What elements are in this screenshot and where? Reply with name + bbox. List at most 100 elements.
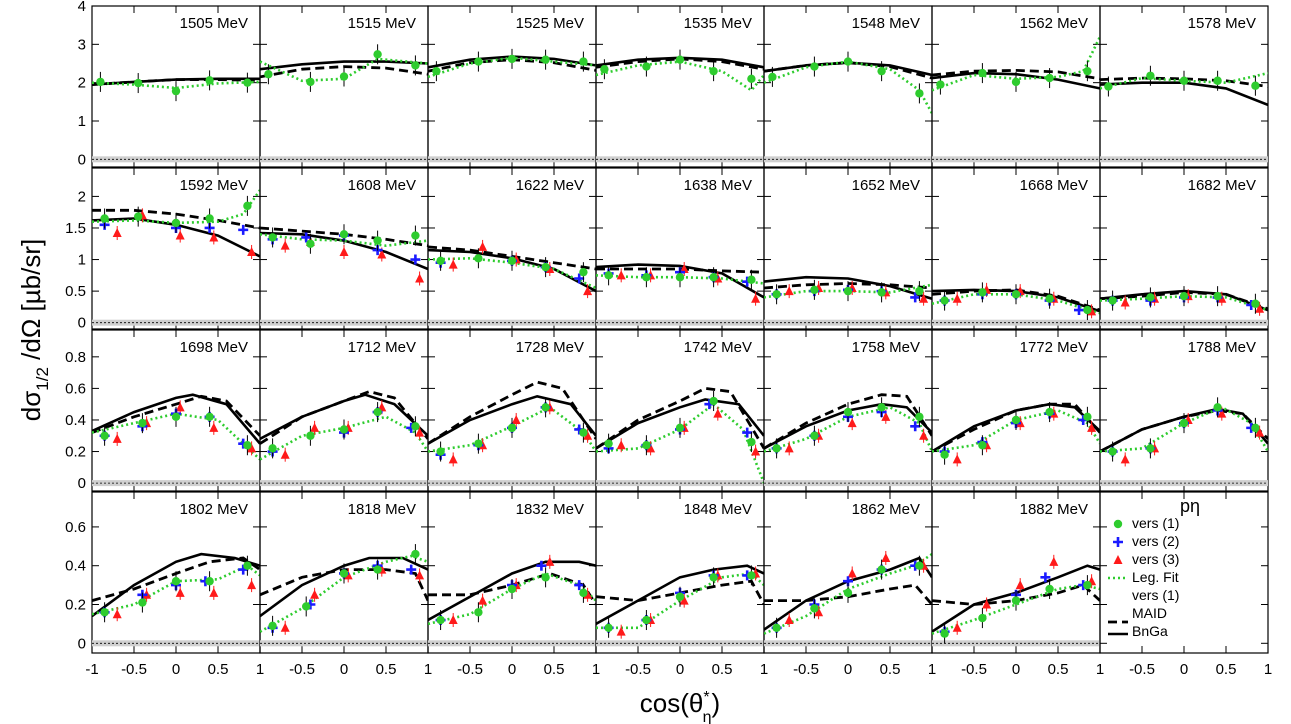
vers3-point	[616, 626, 626, 636]
vers1-point	[1011, 415, 1021, 425]
panel-plot-area	[428, 48, 596, 163]
vers1-point	[1104, 82, 1113, 91]
vers1-point	[642, 62, 651, 71]
y-tick-label: 3	[78, 36, 86, 53]
legend-vers3-marker	[1113, 555, 1123, 564]
energy-label: 1832 MeV	[516, 501, 584, 518]
maid-curve	[92, 394, 260, 437]
vers2-point	[406, 564, 417, 575]
bnga-curve	[596, 398, 764, 450]
vers1-point	[1011, 596, 1021, 605]
vers1-point	[1146, 444, 1155, 453]
vers3-point	[1087, 422, 1097, 432]
vers3-point	[713, 408, 723, 418]
vers1-point	[507, 423, 517, 433]
bnga-curve	[764, 556, 932, 631]
vers3-point	[751, 446, 761, 456]
y-tick-label: 2	[78, 188, 86, 205]
vers1-point	[541, 55, 550, 64]
vers3-point	[881, 411, 891, 421]
legend-label: MAID	[1132, 605, 1167, 621]
panel-plot-area	[932, 402, 1100, 487]
x-tick-label: 1	[928, 661, 936, 678]
panel: 1622 MeV	[427, 167, 597, 330]
vers1-point	[138, 598, 147, 607]
energy-label: 1608 MeV	[348, 177, 416, 194]
bnga-curve	[92, 393, 260, 445]
x-tick-label: 0	[340, 661, 348, 678]
vers1-point	[843, 286, 853, 296]
vers3-point	[511, 414, 521, 424]
vers1-point	[436, 615, 445, 625]
energy-label: 1535 MeV	[684, 15, 752, 32]
y-tick-label: 0	[78, 635, 86, 652]
panel-plot-area	[596, 262, 764, 326]
vers1-point	[1011, 77, 1021, 87]
energy-label: 1592 MeV	[180, 177, 248, 194]
vers1-point	[1179, 76, 1189, 85]
panel-plot-area	[764, 51, 932, 163]
vers3-point	[616, 440, 626, 450]
vers1-point	[373, 407, 382, 417]
vers3-point	[175, 402, 185, 412]
vers2-point	[1040, 572, 1051, 583]
x-tick-label: 0.5	[712, 661, 733, 678]
vers1-point	[978, 441, 987, 450]
bnga-curve	[428, 394, 596, 445]
vers2-point	[742, 427, 753, 438]
panel-plot-area	[92, 189, 260, 326]
vers1-point	[541, 573, 550, 582]
vers1-point	[1083, 66, 1092, 76]
legendre-fit-curve	[932, 36, 1100, 92]
panel-plot-area	[260, 44, 428, 163]
y-tick-label: 0.5	[65, 283, 86, 300]
panel-frame	[1099, 491, 1269, 654]
x-tick-label: 0.5	[1216, 661, 1237, 678]
panel-plot-area	[932, 554, 1100, 647]
bnga-curve	[932, 402, 1100, 453]
vers1-point	[1146, 293, 1155, 302]
energy-label: 1668 MeV	[1020, 177, 1088, 194]
panel-plot-area	[932, 282, 1100, 326]
vers2-point	[910, 292, 921, 303]
vers3-point	[247, 580, 257, 590]
vers1-point	[1011, 290, 1021, 299]
vers1-point	[474, 57, 483, 66]
legendre-fit-curve	[596, 60, 764, 93]
vers3-point	[448, 454, 458, 464]
panel-plot-area	[596, 49, 764, 163]
legend-label: vers (1)	[1132, 515, 1179, 531]
vers3-point	[784, 615, 794, 625]
vers3-point	[545, 556, 555, 566]
vers1-point	[1179, 291, 1189, 301]
legendre-fit-curve	[260, 57, 428, 83]
vers1-point	[373, 565, 382, 574]
vers3-point	[847, 568, 857, 578]
x-tick-label: 1	[760, 661, 768, 678]
vers2-point	[238, 224, 249, 235]
vers1-point	[541, 262, 550, 272]
vers3-point	[583, 430, 593, 440]
vers3-point	[209, 422, 219, 432]
vers3-point	[952, 293, 962, 303]
vers1-point	[1251, 299, 1260, 308]
panel: 1515 MeV	[259, 5, 429, 168]
legend-label: vers (2)	[1132, 533, 1179, 549]
x-tick-label: -0.5	[289, 661, 315, 678]
vers1-point	[243, 561, 252, 570]
vers1-point	[843, 588, 853, 598]
panel: 1728 MeV	[427, 329, 597, 492]
vers2-point	[410, 254, 421, 265]
vers1-point	[810, 604, 819, 613]
y-tick-label: 0.6	[65, 519, 86, 536]
y-tick-label: 0.4	[65, 558, 86, 575]
vers1-point	[768, 72, 777, 82]
vers1-point	[1251, 81, 1260, 90]
x-tick-label: -0.5	[1129, 661, 1155, 678]
vers1-point	[579, 57, 588, 66]
vers1-point	[268, 444, 277, 453]
vers1-point	[339, 72, 349, 81]
vers1-point	[243, 441, 252, 450]
